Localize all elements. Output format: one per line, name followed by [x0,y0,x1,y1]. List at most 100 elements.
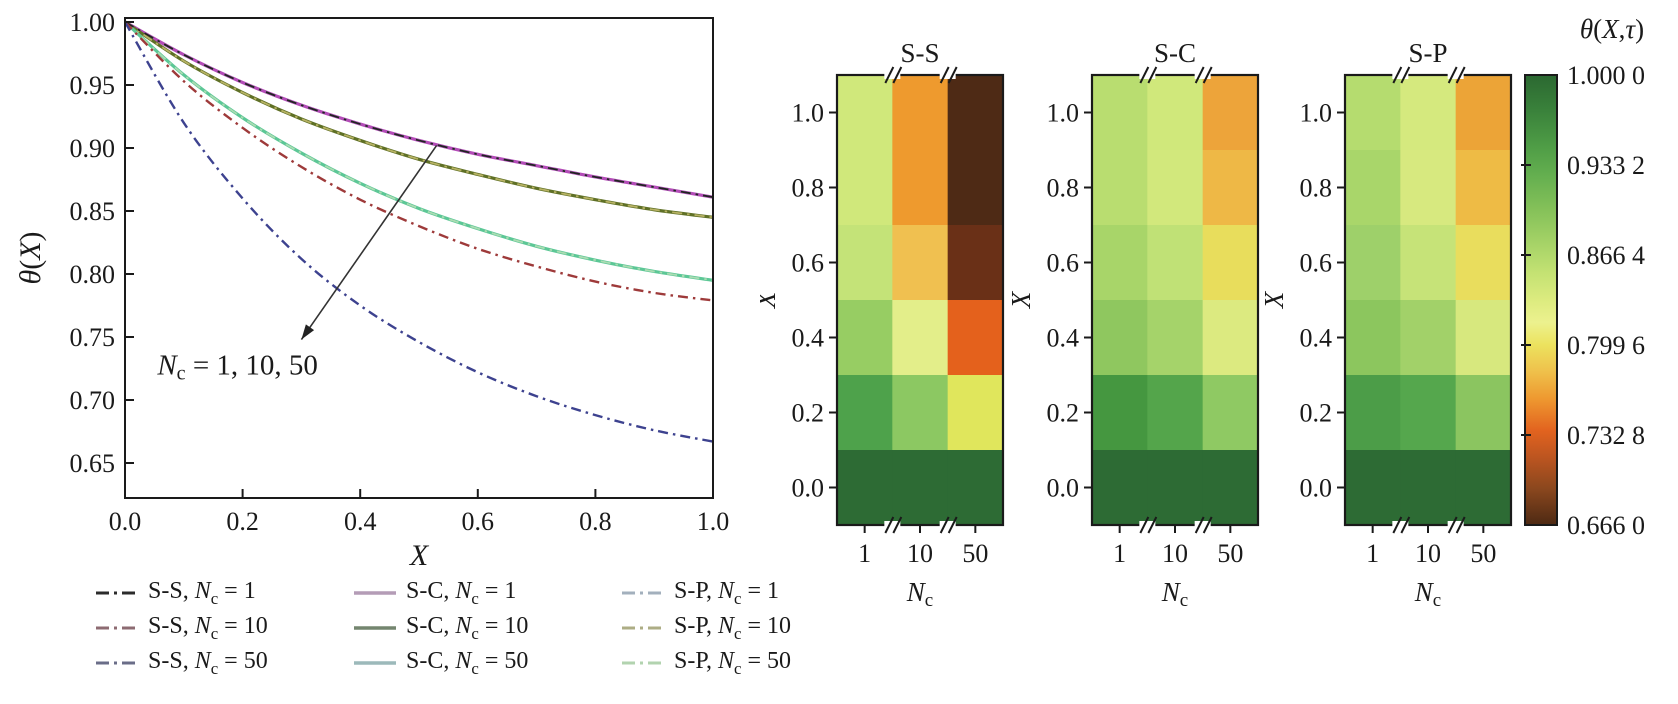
y-tick-label: 0.85 [70,197,116,226]
plot-border [124,17,714,499]
heatmap-y-tick-label: 0.0 [792,474,825,503]
legend-label: S-P, Nc = 1 [674,578,780,608]
legend-swatch [622,591,664,595]
axis-break-mark [1400,516,1411,534]
y-tick-label: 0.75 [70,323,116,352]
heatmap-x-tick-label: 1 [1366,539,1379,568]
heatmap-y-tick-label: 0.6 [1300,249,1333,278]
legend-label: S-P, Nc = 50 [674,647,792,678]
x-tick-label: 0.2 [226,507,259,536]
x-axis-label: X [409,539,430,572]
axis-break-gap [939,521,956,529]
chart-legend: S-S, Nc = 1 S-C, Nc = 1 S-P, Nc = 1 S-S, Nc… [95,578,871,678]
legend-swatch [96,591,138,595]
heatmap-cell [837,75,893,151]
heatmap-cell [1092,150,1148,226]
heatmap-cell [1147,150,1204,226]
heatmap-cell [1147,225,1204,301]
heatmap-cell [1202,225,1259,301]
heatmap-cell [837,450,893,526]
legend-item: S-P, Nc = 10 [621,613,871,644]
axis-break-gap [1447,521,1464,529]
axis-break-mark [1392,516,1403,534]
legend-item: S-C, Nc = 50 [353,648,621,679]
axis-break-mark [1194,516,1205,534]
heatmap-cell [1147,375,1204,451]
heatmap-title: S-P [1408,38,1447,68]
axis-break-gap [884,71,901,79]
axis-break-mark [1194,66,1205,84]
y-tick-label: 0.95 [70,71,116,100]
legend-label: S-P, Nc = 10 [674,612,792,643]
heatmap-cell [892,150,949,226]
colorbar-tick-label: 0.799 6 [1567,331,1645,360]
heatmap-cell [1400,150,1457,226]
axis-break-gap [1392,71,1409,79]
legend-swatch [622,626,664,630]
axis-break-mark [939,66,950,84]
heatmap-cell [1092,300,1148,376]
heatmap-cell [1345,300,1401,376]
heatmap-cell [892,75,949,151]
heatmap-cell [1092,450,1148,526]
heatmap-cell [1345,225,1401,301]
heatmap-cell [947,150,1004,226]
heatmap-y-axis-label: X [1259,290,1289,309]
colorbar-tick-label: 0.866 4 [1567,241,1645,270]
heatmap-cell [892,300,949,376]
heatmap-cell [892,450,949,526]
heatmap-y-tick-label: 0.2 [1300,399,1333,428]
heatmap-y-tick-label: 0.4 [1300,324,1333,353]
legend-swatch [622,661,664,665]
heatmap-x-axis-label: Nc [1161,577,1188,611]
heatmap-cell [1455,225,1512,301]
axis-break-mark [1447,516,1458,534]
heatmap-cell [1400,375,1457,451]
heatmap-cell [1147,75,1204,151]
heatmap-y-tick-label: 0.0 [1047,474,1080,503]
legend-item: S-P, Nc = 1 [621,578,871,609]
axis-break-gap [1139,71,1156,79]
heatmap-y-tick-label: 0.8 [1300,174,1333,203]
colorbar-title: θ(X,τ) [1580,14,1644,44]
axis-break-mark [939,516,950,534]
heatmap-cell [1345,375,1401,451]
arrowhead [301,324,315,340]
heatmap-cell [837,150,893,226]
x-tick-label: 0.0 [109,507,142,536]
heatmap-cell [837,375,893,451]
axis-break-gap [939,71,956,79]
line-chart: Nc = 1, 10, 50 1.00 0.95 0.90 0.85 0.80 0.75 0.… [14,8,729,572]
axis-break-mark [1447,66,1458,84]
heatmap-cell [1455,450,1512,526]
heatmap-cell [837,300,893,376]
heatmap-x-axis-label: Nc [1414,577,1441,611]
colorbar-tick-label: 0.666 0 [1567,511,1645,540]
axis-break-gap [1194,521,1211,529]
heatmap-y-axis-label: X [1006,290,1036,309]
y-tick-label: 0.90 [70,134,116,163]
heatmap-y-tick-label: 1.0 [1300,99,1333,128]
legend-label: S-C, Nc = 10 [406,612,529,643]
series-S-S, N_c = 1 [124,21,714,199]
x-tick-label: 0.6 [462,507,495,536]
heatmap-title: S-S [900,38,939,68]
heatmap-cell [1202,75,1259,151]
heatmap-cell [1092,375,1148,451]
heatmap-y-tick-label: 0.4 [1047,324,1080,353]
legend-label: S-S, Nc = 50 [148,647,268,678]
heatmap-cell [1400,225,1457,301]
legend-swatch [354,591,396,596]
colorbar [1525,75,1557,525]
heatmap-panel: S-S 1.0 0.8 0.6 0.4 0.2 0.0 1 10 50 Nc X S-C 1.0 0.8 0.… [760,14,1645,611]
heatmap-y-axis-label: X [760,290,781,309]
series-S-C, N_c = 10 [124,20,714,219]
y-tick-label: 0.65 [70,449,116,478]
y-tick-label: 0.70 [70,386,116,415]
heatmap-title: S-C [1154,38,1196,68]
legend-swatch [354,661,396,665]
heatmap-y-tick-label: 1.0 [1047,99,1080,128]
axis-break-mark [947,516,958,534]
heatmap-x-tick-label: 50 [962,539,988,568]
heatmap-cell [947,450,1004,526]
